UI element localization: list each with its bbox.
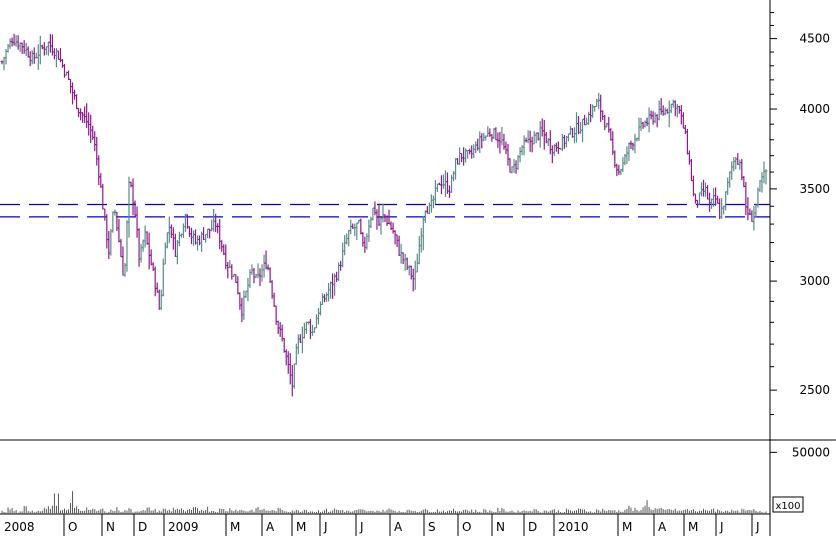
month-label: O [462,520,471,534]
axes [770,12,804,513]
month-label: 2008 [4,520,35,534]
price-tick-label: 3500 [799,182,830,196]
month-label: D [138,520,147,534]
month-label: A [394,520,403,534]
month-label: M [688,520,698,534]
price-tick-label: 4000 [799,102,830,116]
price-tick-label: 4500 [799,32,830,46]
axis-labels: 2500 3000 3500 4000 4500 50000 x100 2008 O N D 2009… [4,32,830,534]
month-label: N [106,520,115,534]
month-label: A [266,520,275,534]
month-label: M [622,520,632,534]
month-label: J [359,520,364,534]
volume-multiplier-box [772,496,804,513]
month-grid [63,514,753,536]
month-label: N [496,520,505,534]
volume-tick-label: 50000 [792,445,830,459]
month-label: 2009 [168,520,199,534]
month-label: O [68,520,77,534]
month-label: D [528,520,537,534]
month-label: S [428,520,436,534]
month-label: 2010 [558,520,589,534]
month-label: A [658,520,667,534]
price-tick-label: 2500 [799,383,830,397]
volume-multiplier-label: x100 [775,501,800,512]
month-label: M [296,520,306,534]
month-label: J [719,520,724,534]
month-label: J [323,520,328,534]
price-bar [764,169,768,185]
volume-bars [1,491,767,514]
month-label: J [755,520,760,534]
price-bars [0,33,768,397]
price-tick-label: 3000 [799,274,830,288]
month-label: M [230,520,240,534]
